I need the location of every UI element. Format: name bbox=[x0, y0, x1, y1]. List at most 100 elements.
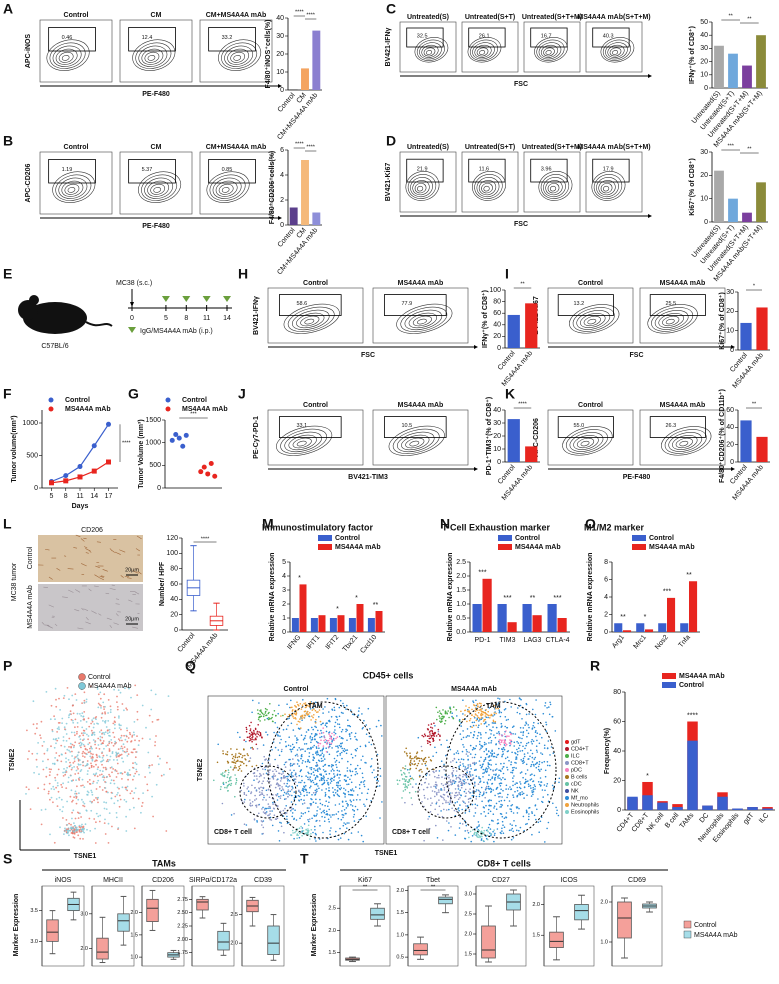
tsne-texture bbox=[455, 761, 458, 764]
tsne-texture bbox=[523, 761, 525, 763]
y-axis-label: Relative mRNA expression bbox=[269, 553, 276, 642]
tsne-texture bbox=[554, 780, 557, 783]
tsne-texture bbox=[434, 790, 436, 793]
tsne-texture bbox=[117, 792, 119, 794]
tsne-texture bbox=[415, 755, 417, 757]
tsne-texture bbox=[320, 757, 323, 760]
tsne-texture bbox=[77, 768, 79, 770]
tsne-texture bbox=[356, 794, 359, 796]
y-tick-label: 2.0 bbox=[328, 928, 336, 934]
significance: **** bbox=[306, 144, 315, 150]
y-tick-label: 1.5 bbox=[456, 587, 466, 594]
tsne-texture bbox=[516, 786, 519, 789]
tsne-texture bbox=[311, 794, 313, 796]
tsne-texture bbox=[90, 766, 93, 769]
tsne-texture bbox=[523, 797, 525, 799]
tsne-texture bbox=[476, 804, 479, 807]
tsne-texture bbox=[476, 709, 478, 711]
bar bbox=[756, 35, 766, 88]
contour bbox=[218, 183, 234, 195]
contour bbox=[549, 185, 557, 192]
tsne-texture bbox=[420, 757, 423, 760]
arrow-head bbox=[474, 467, 478, 471]
tsne-texture bbox=[74, 792, 76, 795]
tsne-texture bbox=[275, 733, 278, 735]
tsne-texture bbox=[527, 758, 529, 760]
tsne-texture bbox=[105, 768, 107, 771]
tsne-texture bbox=[263, 812, 266, 814]
tsne-texture bbox=[526, 811, 528, 813]
tsne-texture bbox=[526, 742, 528, 745]
tsne-texture bbox=[80, 746, 82, 749]
tsne-texture bbox=[285, 745, 288, 747]
tsne-texture bbox=[462, 713, 464, 715]
tsne-texture bbox=[245, 824, 248, 826]
tsne-texture bbox=[468, 773, 471, 776]
tsne-texture bbox=[352, 790, 355, 792]
tsne-texture bbox=[512, 837, 515, 839]
tsne-texture bbox=[155, 735, 157, 737]
tsne-texture bbox=[363, 803, 365, 806]
tsne-texture bbox=[482, 720, 485, 722]
tsne-texture bbox=[240, 770, 243, 772]
tsne-texture bbox=[330, 766, 333, 768]
tsne-texture bbox=[320, 778, 323, 780]
tsne-texture bbox=[475, 769, 477, 771]
tsne-texture bbox=[251, 765, 253, 768]
contour bbox=[565, 429, 608, 454]
tsne-texture bbox=[314, 783, 316, 786]
gate-value: 11.6 bbox=[479, 166, 489, 172]
tsne-texture bbox=[456, 750, 459, 752]
tsne-texture bbox=[491, 777, 493, 780]
tsne-texture bbox=[318, 787, 320, 790]
tsne-texture bbox=[322, 745, 325, 747]
tsne-texture bbox=[60, 783, 63, 786]
tsne-texture bbox=[370, 743, 373, 746]
tsne-texture bbox=[445, 820, 448, 822]
tsne-texture bbox=[426, 735, 429, 737]
tsne-texture bbox=[465, 808, 467, 811]
tsne-texture bbox=[342, 702, 344, 705]
tsne-texture bbox=[128, 769, 131, 771]
tsne-texture bbox=[469, 774, 472, 776]
tsne-texture bbox=[245, 764, 248, 767]
tsne-texture bbox=[507, 750, 510, 752]
contour bbox=[230, 51, 246, 63]
tsne-texture bbox=[461, 823, 464, 825]
gate-value: 5.37 bbox=[142, 167, 153, 173]
tsne-texture bbox=[534, 804, 537, 807]
tsne-texture bbox=[298, 774, 301, 777]
bar bbox=[482, 578, 492, 632]
ihc-texture bbox=[105, 592, 110, 595]
tsne-texture bbox=[129, 774, 132, 776]
tsne-texture bbox=[253, 739, 255, 741]
tsne-texture bbox=[301, 762, 304, 764]
tsne-texture bbox=[315, 751, 317, 753]
tsne-texture bbox=[354, 755, 357, 757]
tsne-texture bbox=[258, 702, 260, 704]
tsne-texture bbox=[451, 712, 454, 714]
contour bbox=[576, 437, 595, 449]
bar bbox=[497, 604, 507, 632]
tsne-texture bbox=[489, 728, 491, 731]
tsne-texture bbox=[258, 812, 260, 815]
tsne-texture bbox=[269, 813, 271, 815]
tsne-texture bbox=[510, 761, 513, 763]
plot-frame bbox=[141, 885, 185, 967]
y-tick-label: 1.5 bbox=[532, 933, 540, 939]
tsne-texture bbox=[322, 769, 325, 771]
tsne-texture bbox=[103, 733, 106, 736]
tsne-texture bbox=[476, 717, 479, 720]
tsne-texture bbox=[457, 788, 460, 790]
tsne-texture bbox=[294, 794, 297, 797]
tsne-texture bbox=[409, 752, 411, 754]
tsne-texture bbox=[115, 816, 118, 819]
y-tick-label: 0 bbox=[617, 807, 621, 814]
tsne-texture bbox=[293, 791, 296, 793]
tsne-texture bbox=[66, 800, 68, 803]
tsne-texture bbox=[80, 816, 82, 818]
y-tick-label: 1.0 bbox=[600, 939, 608, 945]
tsne-texture bbox=[71, 767, 74, 769]
gate bbox=[649, 416, 706, 438]
tsne-texture bbox=[318, 767, 321, 769]
